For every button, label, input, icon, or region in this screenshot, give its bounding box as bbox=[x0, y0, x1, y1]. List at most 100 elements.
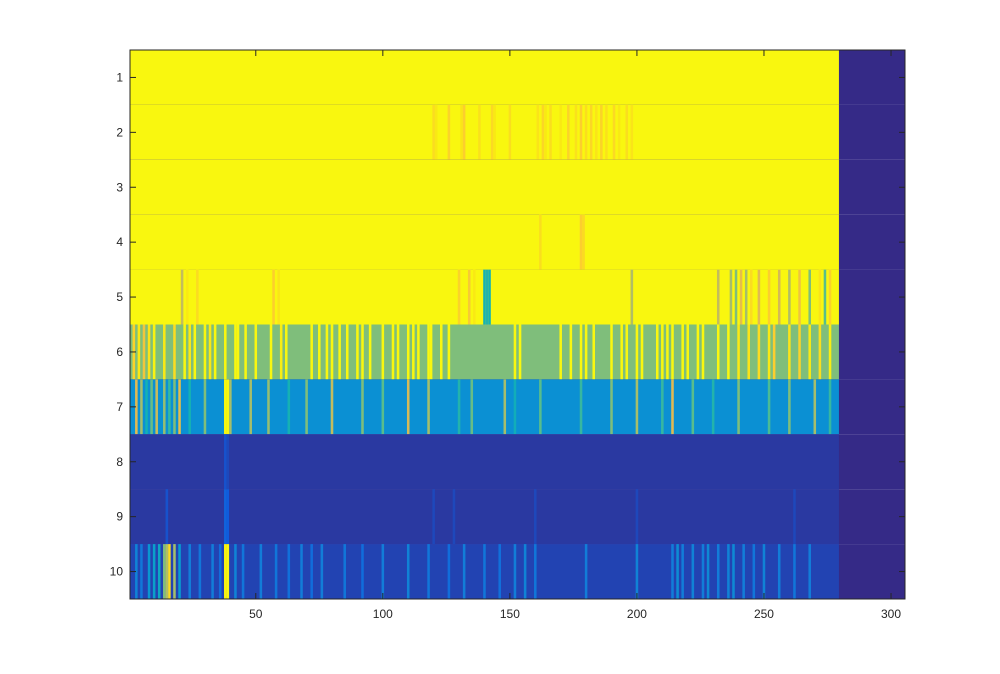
heatmap-cell bbox=[483, 269, 486, 325]
heatmap-cell bbox=[213, 324, 217, 380]
heatmap-cell bbox=[152, 324, 156, 380]
heatmap-cell bbox=[610, 379, 613, 435]
heatmap-cell bbox=[345, 324, 349, 380]
heatmap-cell bbox=[732, 544, 735, 599]
heatmap-cell bbox=[226, 489, 230, 545]
heatmap-cell bbox=[757, 324, 761, 380]
heatmap-cell bbox=[671, 379, 674, 435]
heatmap-cell bbox=[165, 489, 169, 545]
heatmap-cell bbox=[513, 544, 517, 599]
heatmap-cell bbox=[582, 214, 585, 270]
heatmap-cell bbox=[727, 324, 730, 380]
heatmap-cell bbox=[147, 544, 151, 599]
heatmap-cell bbox=[579, 379, 583, 435]
heatmap-cell bbox=[318, 324, 321, 380]
heatmap-cell bbox=[681, 544, 684, 599]
heatmap-cell bbox=[727, 544, 730, 599]
heatmap-cell bbox=[508, 104, 512, 160]
heatmap-cell bbox=[478, 104, 481, 160]
heatmap-cell bbox=[473, 269, 476, 325]
heatmap-cell bbox=[559, 324, 562, 380]
heatmap-cell bbox=[140, 544, 143, 599]
heatmap-cell bbox=[752, 544, 756, 599]
heatmap-cell bbox=[434, 104, 438, 160]
heatmap-cell bbox=[579, 324, 583, 380]
y-tick-label: 1 bbox=[116, 70, 123, 84]
heatmap-cell bbox=[777, 544, 781, 599]
heatmap-cell bbox=[234, 324, 237, 380]
heatmap-cell bbox=[539, 379, 542, 435]
heatmap-cell bbox=[666, 324, 669, 380]
heatmap-cell bbox=[747, 324, 750, 380]
heatmap-cell bbox=[310, 544, 313, 599]
x-axis: 50 100 150 200 250 300 bbox=[249, 50, 901, 621]
heatmap-cell bbox=[767, 379, 771, 435]
heatmap-cell bbox=[610, 324, 613, 380]
heatmap-cell bbox=[523, 544, 527, 599]
heatmap-cell bbox=[549, 104, 552, 160]
heatmap-row-8-values bbox=[130, 434, 839, 490]
heatmap-cell bbox=[742, 544, 745, 599]
heatmap-cell bbox=[518, 324, 522, 380]
heatmap-cell bbox=[676, 544, 679, 599]
heatmap-cell bbox=[600, 104, 603, 160]
heatmap-cell bbox=[155, 379, 158, 435]
heatmap-cell bbox=[254, 324, 258, 380]
heatmap-cell bbox=[203, 379, 207, 435]
heatmap-cell bbox=[406, 544, 410, 599]
heatmap-cell bbox=[788, 379, 791, 435]
heatmap-cell bbox=[490, 104, 494, 160]
heatmap-cell bbox=[630, 269, 634, 325]
heatmap-cell bbox=[157, 544, 161, 599]
heatmap-cell bbox=[447, 104, 451, 160]
heatmap-cell bbox=[729, 269, 733, 325]
x-tick-label: 250 bbox=[754, 607, 774, 621]
heatmap-cell bbox=[544, 104, 547, 160]
heatmap-cell bbox=[274, 544, 278, 599]
heatmap-cell bbox=[427, 324, 430, 380]
heatmap-cell bbox=[640, 324, 644, 380]
heatmap-cell bbox=[178, 379, 181, 435]
heatmap-cell bbox=[224, 544, 227, 599]
heatmap-cell bbox=[163, 324, 166, 380]
heatmap-cell bbox=[661, 379, 664, 435]
heatmap-cell bbox=[716, 324, 720, 380]
heatmap-cell bbox=[269, 324, 273, 380]
heatmap-cell bbox=[584, 324, 588, 380]
plot-frame bbox=[129, 49, 906, 600]
x-tick-label: 200 bbox=[627, 607, 647, 621]
heatmap-cell bbox=[241, 544, 245, 599]
heatmap-cell bbox=[427, 379, 430, 435]
heatmap-cells bbox=[130, 50, 905, 599]
heatmap-cell bbox=[808, 544, 811, 599]
heatmap-cell bbox=[188, 324, 191, 380]
heatmap-cell bbox=[287, 544, 291, 599]
heatmap-cell bbox=[300, 544, 303, 599]
heatmap-cell bbox=[432, 104, 435, 160]
heatmap-cell bbox=[142, 324, 146, 380]
heatmap-cell bbox=[767, 324, 771, 380]
y-tick-label: 6 bbox=[116, 345, 123, 359]
heatmap-cell bbox=[706, 544, 710, 599]
heatmap-cell bbox=[589, 104, 593, 160]
heatmap-cell bbox=[655, 324, 659, 380]
x-tick-label: 150 bbox=[500, 607, 520, 621]
heatmap-cell bbox=[701, 324, 705, 380]
heatmap-cell bbox=[361, 544, 364, 599]
heatmap-cell bbox=[343, 544, 346, 599]
heatmap-cell bbox=[503, 379, 507, 435]
heatmap-cell bbox=[635, 379, 639, 435]
heatmap-row-2-values bbox=[130, 104, 839, 160]
heatmap-cell bbox=[279, 324, 283, 380]
heatmap-cell bbox=[330, 379, 334, 435]
y-tick-label: 8 bbox=[116, 455, 123, 469]
x-tick-label: 50 bbox=[249, 607, 263, 621]
heatmap-cell bbox=[320, 544, 324, 599]
heatmap-cell bbox=[218, 544, 222, 599]
heatmap-cell bbox=[574, 104, 578, 160]
heatmap-cell bbox=[462, 104, 466, 160]
heatmap-cell bbox=[391, 324, 395, 380]
heatmap-cell bbox=[739, 269, 743, 325]
heatmap-cell bbox=[429, 324, 433, 380]
heatmap-cell bbox=[135, 544, 138, 599]
